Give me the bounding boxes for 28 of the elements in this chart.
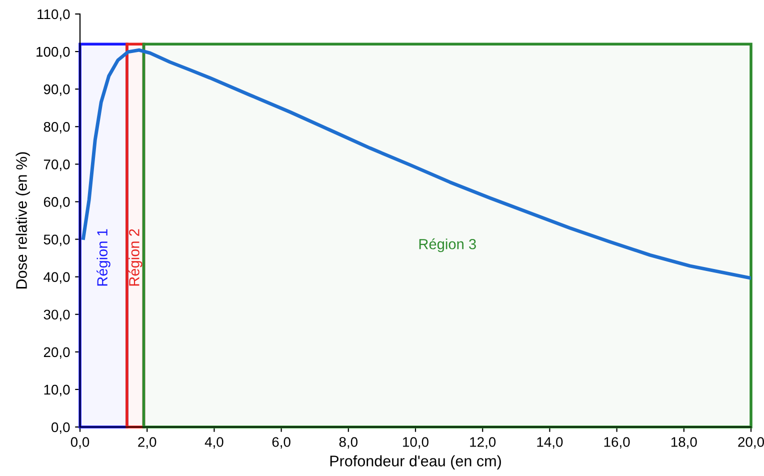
band-label: Région 2 xyxy=(128,229,142,286)
x-axis-title: Profondeur d'eau (en cm) xyxy=(330,455,501,470)
band-label: Région 3 xyxy=(419,238,476,252)
y-tick-label: 90,0 xyxy=(44,84,70,96)
y-tick-label: 100,0 xyxy=(36,46,70,58)
y-tick-label: 70,0 xyxy=(44,160,70,171)
y-tick-label: 60,0 xyxy=(44,197,70,209)
band-label: Région 1 xyxy=(96,229,110,286)
x-tick-label: 18,0 xyxy=(671,437,697,449)
x-tick-label: 4,0 xyxy=(204,437,224,449)
x-tick-label: 12,0 xyxy=(470,437,496,449)
y-tick-label: 110,0 xyxy=(38,9,70,21)
y-tick-label: 10,0 xyxy=(44,384,70,396)
y-tick-label: 40,0 xyxy=(44,272,70,284)
x-tick-label: 14,0 xyxy=(537,437,563,449)
y-tick-label: 20,0 xyxy=(44,347,70,359)
x-tick-label: 8,0 xyxy=(339,437,358,449)
x-tick-label: 10,0 xyxy=(403,437,428,449)
x-tick-label: 20,0 xyxy=(738,437,764,449)
x-tick-label: 16,0 xyxy=(604,437,630,449)
y-tick-label: 30,0 xyxy=(44,310,70,322)
x-tick-label: 2,0 xyxy=(138,437,156,449)
y-axis-title: Dose relative (en %) xyxy=(16,152,30,288)
y-tick-label: 50,0 xyxy=(44,234,70,246)
x-tick-label: 0,0 xyxy=(70,437,90,449)
x-tick-label: 6,0 xyxy=(272,437,290,449)
y-tick-label: 80,0 xyxy=(44,122,70,134)
y-tick-label: 0,0 xyxy=(52,422,70,434)
